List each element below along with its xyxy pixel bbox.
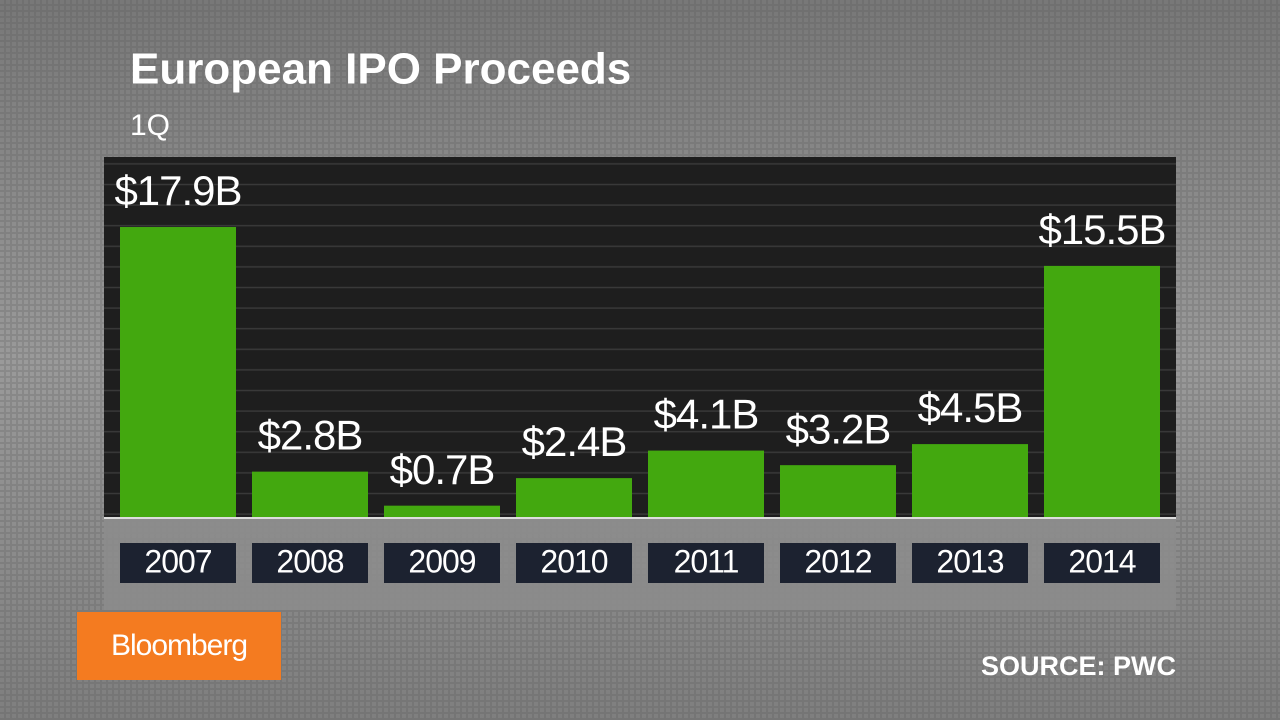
bar <box>912 444 1028 517</box>
x-tick-label: 2007 <box>144 543 211 579</box>
x-tick-label: 2011 <box>674 543 739 579</box>
value-label: $4.5B <box>918 384 1023 431</box>
value-label: $2.4B <box>522 418 627 465</box>
x-tick-label: 2010 <box>540 543 607 579</box>
x-tick-label: 2013 <box>936 543 1003 579</box>
brand-box <box>77 612 281 680</box>
brand-logo: Bloomberg <box>111 629 247 662</box>
bar <box>516 478 632 517</box>
value-label: $3.2B <box>786 405 891 452</box>
category-box <box>516 543 632 583</box>
value-label: $0.7B <box>390 446 495 493</box>
category-box <box>252 543 368 583</box>
category-box <box>780 543 896 583</box>
bar <box>648 450 764 517</box>
value-label: $2.8B <box>258 412 363 459</box>
bar <box>1044 265 1160 517</box>
value-label: $4.1B <box>654 391 759 438</box>
value-label: $15.5B <box>1038 206 1165 253</box>
category-box <box>384 543 500 583</box>
x-tick-label: 2014 <box>1068 543 1135 579</box>
x-tick-label: 2012 <box>804 543 871 579</box>
x-tick-label: 2009 <box>408 543 475 579</box>
bar <box>252 471 368 517</box>
category-box <box>912 543 1028 583</box>
bar <box>120 227 236 517</box>
category-box <box>648 543 764 583</box>
value-label: $17.9B <box>114 167 241 214</box>
category-box <box>1044 543 1160 583</box>
x-tick-label: 2008 <box>276 543 343 579</box>
source-note: SOURCE: PWC <box>981 651 1176 681</box>
bar <box>384 505 500 517</box>
chart-title: European IPO Proceeds <box>130 45 631 94</box>
category-box <box>120 543 236 583</box>
bar <box>780 465 896 517</box>
chart-subtitle: 1Q <box>130 109 170 142</box>
